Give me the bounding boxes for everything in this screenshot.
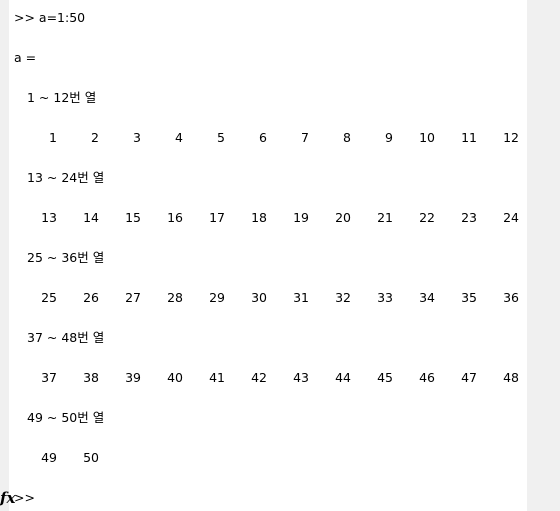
array-value: 9 [385,130,393,145]
fx-icon[interactable]: fx [0,489,16,507]
column-range-label: 13 ~ 24번 열 [27,170,105,185]
array-value: 27 [125,290,141,305]
array-value: 38 [83,370,99,385]
array-value: 26 [83,290,99,305]
array-value: 33 [377,290,393,305]
array-value: 23 [461,210,477,225]
array-value: 1 [49,130,57,145]
column-range-label: 25 ~ 36번 열 [27,250,105,265]
array-value: 44 [335,370,351,385]
array-value: 15 [125,210,141,225]
column-range-label: 49 ~ 50번 열 [27,410,105,425]
array-value: 13 [41,210,57,225]
array-value: 19 [293,210,309,225]
array-value: 10 [419,130,435,145]
array-value: 7 [301,130,309,145]
array-value: 49 [41,450,57,465]
array-value: 21 [377,210,393,225]
column-range-label: 37 ~ 48번 열 [27,330,105,345]
array-value: 40 [167,370,183,385]
array-value: 22 [419,210,435,225]
command-window-output[interactable]: >> a=1:50 a = 1 ~ 12번 열 1 2 3 4 5 6 7 8 9 10 11 12 13… [9,0,527,511]
array-value: 43 [293,370,309,385]
array-value: 31 [293,290,309,305]
array-value: 24 [503,210,519,225]
array-value: 42 [251,370,267,385]
array-value: 32 [335,290,351,305]
array-value: 8 [343,130,351,145]
array-value: 4 [175,130,183,145]
array-value: 41 [209,370,225,385]
array-value: 16 [167,210,183,225]
array-value: 25 [41,290,57,305]
array-value: 12 [503,130,519,145]
array-value: 39 [125,370,141,385]
array-value: 36 [503,290,519,305]
array-value: 17 [209,210,225,225]
array-value: 48 [503,370,519,385]
array-value: 47 [461,370,477,385]
command-prompt[interactable]: >> [14,490,35,505]
array-value: 2 [91,130,99,145]
array-value: 5 [217,130,225,145]
array-value: 45 [377,370,393,385]
array-value: 11 [461,130,477,145]
array-value: 29 [209,290,225,305]
column-range-label: 1 ~ 12번 열 [27,90,97,105]
array-value: 18 [251,210,267,225]
array-value: 6 [259,130,267,145]
array-value: 46 [419,370,435,385]
array-value: 35 [461,290,477,305]
variable-header: a = [14,50,37,65]
array-value: 20 [335,210,351,225]
left-gutter [0,0,9,511]
array-value: 3 [133,130,141,145]
array-value: 50 [83,450,99,465]
array-value: 14 [83,210,99,225]
array-value: 30 [251,290,267,305]
array-value: 28 [167,290,183,305]
right-border [527,0,560,511]
command-line: >> a=1:50 [14,10,86,25]
array-value: 34 [419,290,435,305]
array-value: 37 [41,370,57,385]
